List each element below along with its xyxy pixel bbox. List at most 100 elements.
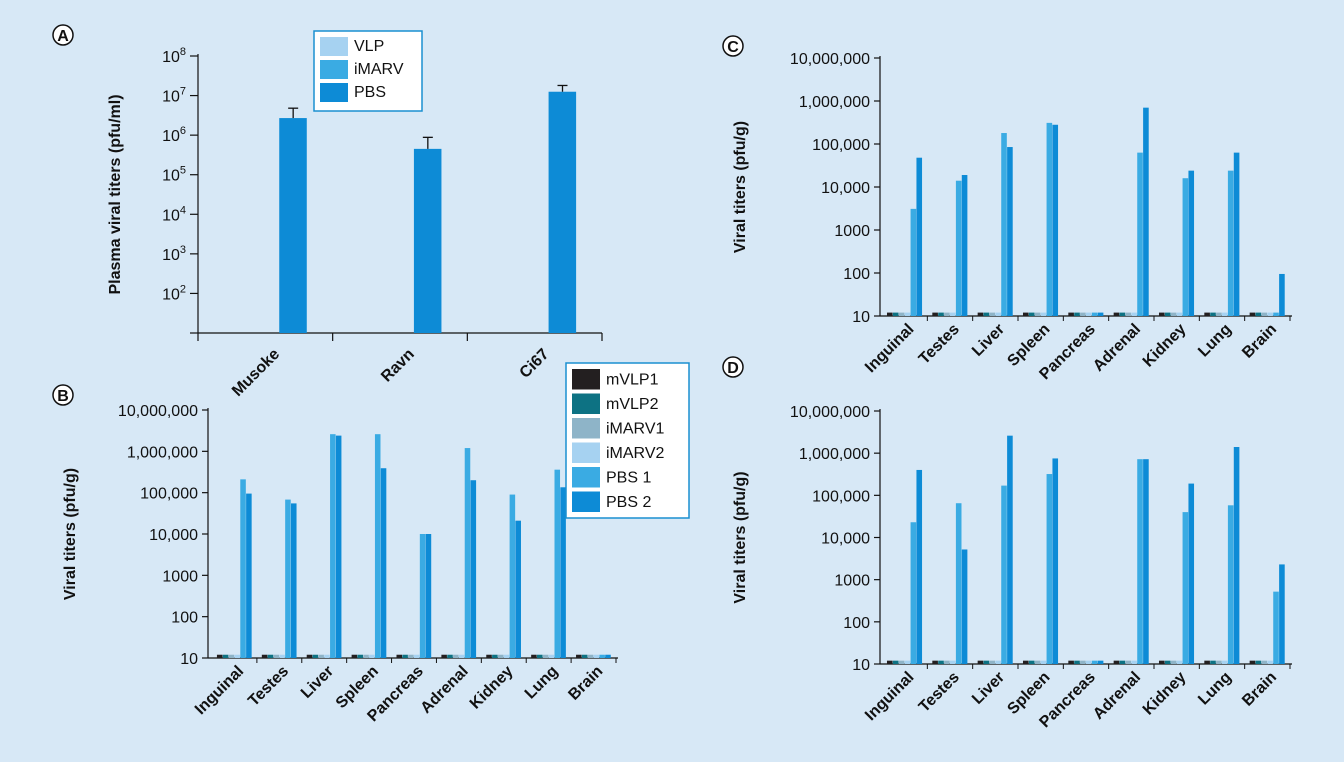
bar-pbs1-inguinal bbox=[910, 208, 917, 316]
bar-mvlp2-brain bbox=[1255, 312, 1262, 316]
y-tick-label: 105 bbox=[162, 165, 186, 185]
panel-letter: B bbox=[57, 388, 69, 405]
bar-imarv1-inguinal bbox=[898, 312, 905, 316]
y-tick-label: 10,000 bbox=[149, 527, 198, 544]
x-category-label: Testes bbox=[916, 669, 963, 716]
bar-imarv2-testes bbox=[950, 312, 956, 316]
bar-imarv1-spleen bbox=[363, 654, 369, 658]
panel-letter-circle bbox=[52, 384, 74, 406]
bar-mvlp1-kidney bbox=[1158, 312, 1165, 316]
bar-mvlp1-testes bbox=[932, 660, 938, 664]
bar-imarv2-adrenal bbox=[1131, 660, 1137, 664]
bar-mvlp1-liver bbox=[977, 312, 984, 316]
legend-label: iMARV bbox=[354, 61, 404, 78]
bar-mvlp2-brain bbox=[581, 654, 588, 658]
bar-pbs2-adrenal bbox=[1143, 107, 1149, 316]
y-tick-label: 100 bbox=[843, 266, 870, 283]
y-tick-label: 100 bbox=[171, 610, 198, 627]
bar-imarv1-testes bbox=[273, 654, 280, 658]
bar-mvlp2-testes bbox=[267, 654, 274, 658]
x-category-label: Kidney bbox=[467, 663, 517, 713]
y-tick-label: 10 bbox=[852, 657, 870, 674]
bar-mvlp1-adrenal bbox=[1113, 660, 1120, 664]
bar-imarv2-lung bbox=[1222, 660, 1228, 664]
bar-imarv1-liver bbox=[318, 654, 324, 658]
bar-imarv2-inguinal bbox=[904, 312, 911, 316]
bar-imarv1-inguinal bbox=[898, 660, 905, 664]
bar-pbs2-brain bbox=[1279, 273, 1285, 316]
bar-mvlp2-lung bbox=[1210, 660, 1216, 664]
bar-pbs1-testes bbox=[285, 499, 291, 658]
bar-imarv2-adrenal bbox=[1131, 312, 1137, 316]
bar-pbs2-kidney bbox=[1188, 483, 1195, 664]
bar-mvlp2-adrenal bbox=[1119, 660, 1126, 664]
bar-mvlp1-brain bbox=[1249, 660, 1256, 664]
bar-pbs1-brain bbox=[1273, 312, 1279, 316]
bar-pbs2-testes bbox=[291, 503, 297, 658]
bar-imarv2-testes bbox=[279, 654, 285, 658]
y-tick-label: 1,000,000 bbox=[799, 446, 870, 463]
bar-mvlp2-brain bbox=[1255, 660, 1262, 664]
bar-mvlp2-spleen bbox=[1028, 312, 1035, 316]
bar-mvlp2-pancreas bbox=[1074, 660, 1080, 664]
bar-imarv1-brain bbox=[587, 654, 594, 658]
y-tick-label: 103 bbox=[162, 244, 186, 264]
bar-imarv2-spleen bbox=[1040, 660, 1047, 664]
bar-pbs1-lung bbox=[1227, 170, 1234, 316]
bar-pbs2-pancreas bbox=[1097, 312, 1104, 316]
bar-imarv2-liver bbox=[995, 660, 1001, 664]
bar-imarv1-brain bbox=[1261, 660, 1268, 664]
bar-mvlp2-lung bbox=[1210, 312, 1216, 316]
bar-mvlp2-kidney bbox=[492, 654, 498, 658]
y-axis-title: Viral titers (pfu/g) bbox=[732, 471, 749, 603]
y-tick-label: 10,000 bbox=[821, 531, 870, 548]
y-tick-label: 100,000 bbox=[812, 488, 870, 505]
bar-pbs2-spleen bbox=[1052, 124, 1059, 316]
bar-pbs1-spleen bbox=[1046, 474, 1053, 664]
bar-pbs-ravn bbox=[413, 148, 442, 333]
bar-mvlp2-testes bbox=[938, 312, 944, 316]
bar-pbs2-pancreas bbox=[425, 534, 432, 658]
bar-mvlp1-kidney bbox=[1158, 660, 1165, 664]
bar-imarv1-pancreas bbox=[1080, 312, 1086, 316]
bar-mvlp1-liver bbox=[306, 654, 313, 658]
bar-mvlp1-lung bbox=[531, 654, 537, 658]
y-tick-label: 108 bbox=[162, 46, 186, 66]
legend-label: iMARV1 bbox=[606, 421, 664, 438]
bar-pbs1-spleen bbox=[1046, 122, 1053, 316]
bar-imarv2-kidney bbox=[1176, 660, 1183, 664]
bar-imarv1-testes bbox=[944, 660, 950, 664]
bar-imarv2-liver bbox=[324, 654, 330, 658]
bar-pbs-ci67 bbox=[548, 91, 577, 333]
panel-letter-circle bbox=[722, 356, 744, 378]
bar-imarv2-spleen bbox=[1040, 312, 1047, 316]
bar-mvlp1-pancreas bbox=[1068, 312, 1074, 316]
legend-swatch-imarv2 bbox=[572, 442, 600, 463]
y-axis-title: Viral titers (pfu/g) bbox=[62, 468, 79, 600]
y-tick-label: 10 bbox=[180, 651, 198, 668]
x-category-label: Inguinal bbox=[192, 663, 247, 718]
bar-imarv2-kidney bbox=[503, 654, 510, 658]
panel-c: C Viral titers (pfu/g) 10 100 1000 10,000 100,… bbox=[722, 35, 1292, 383]
bar-imarv2-pancreas bbox=[414, 654, 420, 658]
bar-mvlp1-pancreas bbox=[396, 654, 403, 658]
bar-mvlp1-brain bbox=[576, 654, 582, 658]
bar-mvlp2-testes bbox=[938, 660, 944, 664]
bar-imarv1-spleen bbox=[1034, 312, 1041, 316]
bar-imarv2-lung bbox=[1222, 312, 1228, 316]
legend-label: PBS bbox=[354, 84, 386, 101]
panel-letter: A bbox=[57, 28, 69, 45]
bar-mvlp1-lung bbox=[1204, 660, 1210, 664]
y-tick-label: 10,000,000 bbox=[118, 403, 198, 420]
bar-pbs1-testes bbox=[955, 180, 962, 316]
bar-pbs1-brain bbox=[1273, 591, 1279, 664]
y-tick-label: 107 bbox=[162, 86, 186, 106]
bar-mvlp2-kidney bbox=[1164, 312, 1171, 316]
bar-imarv2-pancreas bbox=[1086, 312, 1092, 316]
bar-imarv1-kidney bbox=[1170, 660, 1177, 664]
x-category-label: Lung bbox=[522, 663, 562, 703]
bar-pbs2-kidney bbox=[515, 520, 521, 658]
bar-pbs1-inguinal bbox=[240, 479, 246, 658]
bar-mvlp2-liver bbox=[983, 312, 990, 316]
